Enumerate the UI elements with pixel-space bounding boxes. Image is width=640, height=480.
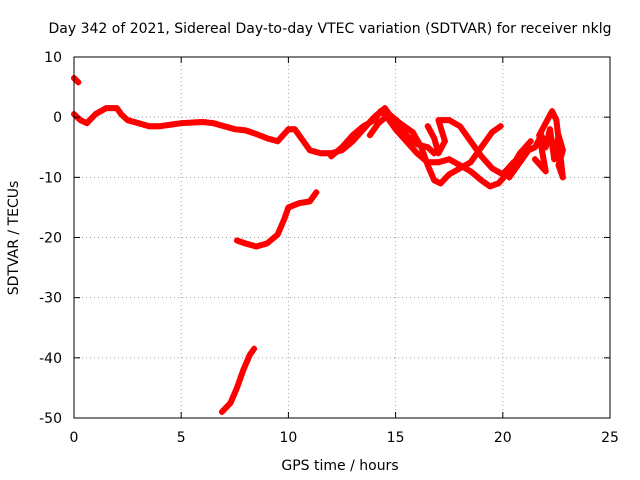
data-point-marker <box>497 123 504 130</box>
data-point-marker <box>75 79 82 86</box>
x-tick-label: 0 <box>70 430 79 446</box>
x-tick-label: 20 <box>494 430 512 446</box>
series-branch-low <box>218 345 258 415</box>
x-axis-label: GPS time / hours <box>281 458 398 474</box>
y-tick-label: -40 <box>39 351 62 367</box>
y-tick-label: -10 <box>39 170 62 186</box>
y-tick-label: 10 <box>44 50 62 66</box>
y-tick-label: -30 <box>39 291 62 307</box>
data-point-marker <box>531 156 538 163</box>
y-tick-label: -20 <box>39 231 62 247</box>
y-tick-label: 0 <box>53 110 62 126</box>
series-branch-mid <box>233 189 320 250</box>
series-tail <box>506 108 566 181</box>
y-tick-label: -50 <box>39 411 62 427</box>
chart-title: Day 342 of 2021, Sidereal Day-to-day VTE… <box>49 21 612 37</box>
x-tick-label: 25 <box>601 430 619 446</box>
x-tick-label: 10 <box>279 430 297 446</box>
series-spike <box>71 75 82 86</box>
series-loop-c <box>424 117 517 178</box>
grid <box>74 57 610 418</box>
series-layer <box>71 75 566 415</box>
x-tick-label: 5 <box>177 430 186 446</box>
data-point-marker <box>251 345 258 352</box>
data-point-marker <box>510 159 517 166</box>
data-point-marker <box>527 138 534 145</box>
y-axis-label: SDTVAR / TECUs <box>6 181 22 296</box>
ticks: 0 5 10 15 20 25 -50 -40 -30 -20 -10 0 10 <box>39 50 619 446</box>
data-point-marker <box>313 189 320 196</box>
x-tick-label: 15 <box>387 430 405 446</box>
